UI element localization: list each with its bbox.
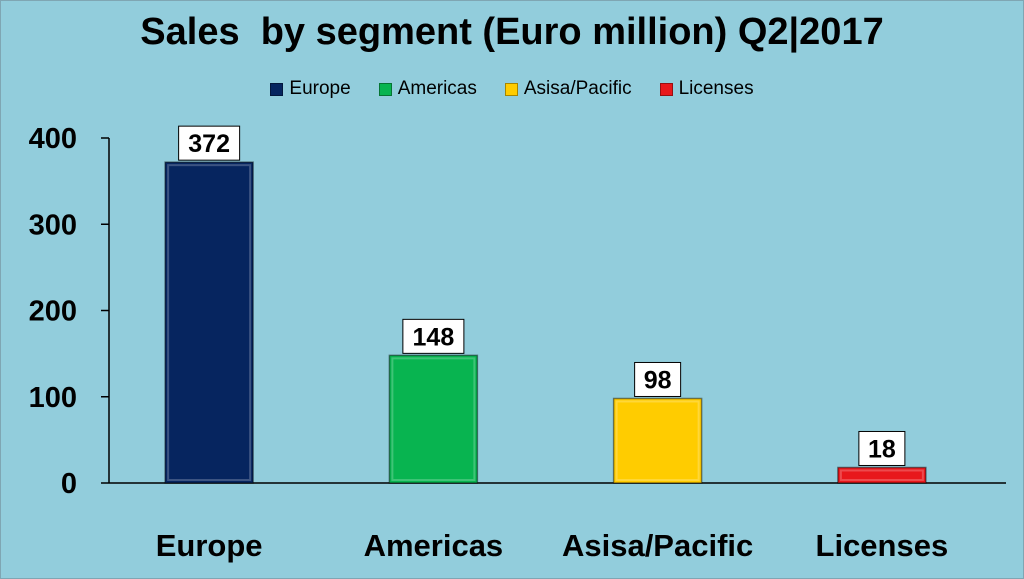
category-label: Licenses (816, 528, 949, 563)
bar-bevel (391, 357, 476, 482)
category-label: Europe (156, 528, 263, 563)
data-label-box (402, 318, 465, 354)
data-label-box (634, 361, 682, 397)
y-tick-label: 200 (29, 296, 77, 328)
legend-swatch-asia-pacific (504, 82, 518, 96)
legend-item-americas: Americas (378, 78, 477, 100)
legend-swatch-licenses (659, 82, 673, 96)
bar-americas (388, 354, 479, 484)
data-label: 98 (644, 366, 672, 394)
bar-asisa-pacific (612, 397, 703, 484)
legend: Europe Americas Asisa/Pacific Licenses (1, 77, 1023, 101)
data-label: 18 (868, 435, 896, 463)
bar-europe (164, 161, 254, 484)
category-label: Americas (364, 528, 504, 563)
legend-swatch-europe (270, 82, 284, 96)
bar-bevel (839, 469, 924, 482)
y-tick-label: 300 (29, 209, 77, 241)
bar-bevel (167, 164, 252, 481)
data-label-box (178, 125, 241, 161)
data-label-box (858, 430, 906, 466)
legend-label-americas: Americas (397, 78, 477, 99)
y-tick-label: 0 (61, 468, 77, 500)
legend-item-asia-pacific: Asisa/Pacific (504, 78, 632, 100)
bar-licenses (837, 466, 927, 484)
legend-swatch-americas (378, 82, 392, 96)
y-tick-label: 100 (29, 382, 77, 414)
data-label: 372 (188, 130, 230, 158)
legend-label-europe: Europe (289, 78, 351, 99)
legend-label-licenses: Licenses (678, 78, 754, 99)
y-tick-label: 400 (29, 123, 77, 155)
legend-item-europe: Europe (270, 78, 351, 100)
legend-item-licenses: Licenses (659, 78, 754, 100)
data-label: 148 (413, 323, 455, 351)
category-label: Asisa/Pacific (562, 528, 753, 563)
bar-bevel (615, 400, 700, 482)
chart-title: Sales by segment (Euro million) Q2|2017 (140, 11, 884, 53)
legend-label-asia-pacific: Asisa/Pacific (523, 78, 632, 99)
